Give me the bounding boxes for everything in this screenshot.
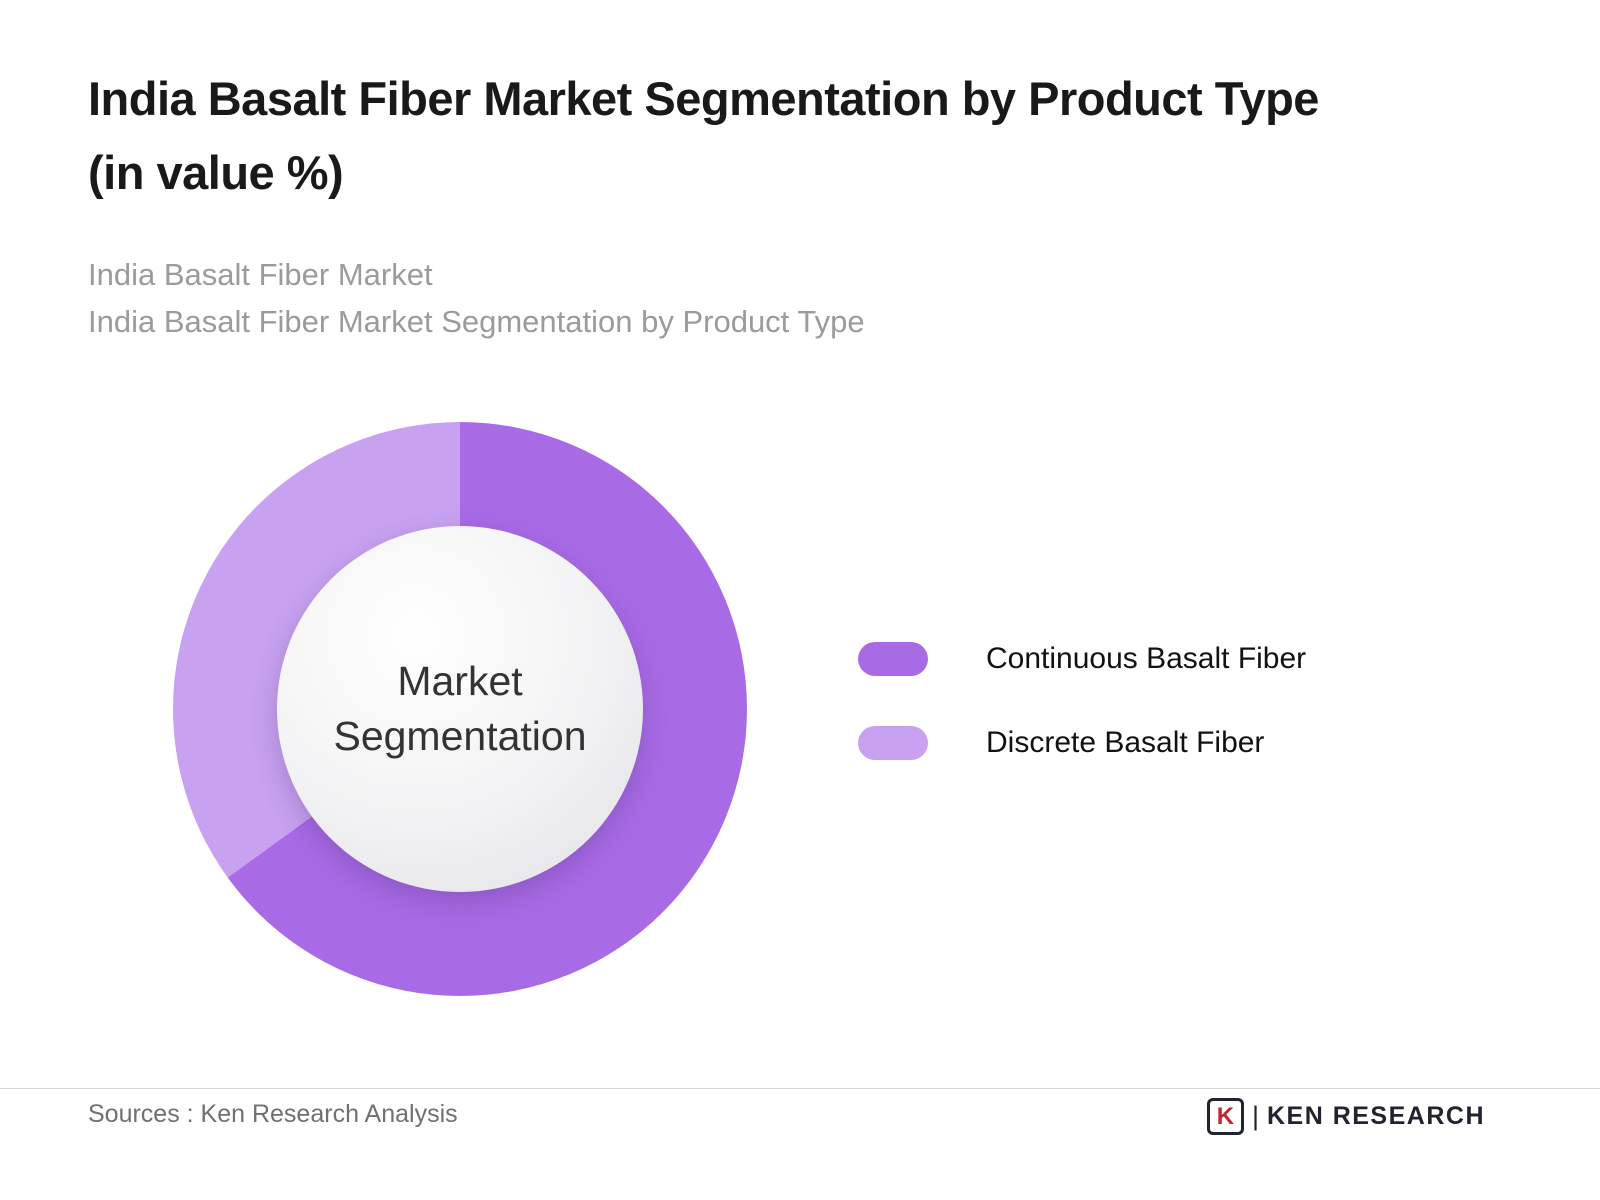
sources-text: Sources : Ken Research Analysis (88, 1100, 458, 1128)
legend-swatch-continuous (858, 642, 928, 676)
brand-separator: | (1251, 1101, 1259, 1131)
page-title: India Basalt Fiber Market Segmentation b… (88, 62, 1319, 210)
brand-text: KEN RESEARCH (1266, 1102, 1485, 1130)
page-subtitle: India Basalt Fiber Market India Basalt F… (88, 252, 865, 345)
legend-label-discrete: Discrete Basalt Fiber (986, 726, 1265, 759)
footer-divider (0, 1088, 1600, 1089)
legend-swatch-discrete (858, 726, 928, 760)
ken-research-logo-icon: K (1206, 1098, 1244, 1135)
legend-label-continuous: Continuous Basalt Fiber (986, 642, 1307, 675)
subtitle-line1: India Basalt Fiber Market (88, 257, 433, 292)
chart-legend: Continuous Basalt Fiber Discrete Basalt … (858, 642, 1306, 760)
donut-chart: Market Segmentation (173, 422, 747, 996)
page-title-line2: (in value %) (88, 145, 344, 199)
donut-center: Market Segmentation (277, 526, 643, 892)
subtitle-line2: India Basalt Fiber Market Segmentation b… (88, 303, 865, 339)
legend-item-discrete: Discrete Basalt Fiber (858, 726, 1306, 760)
donut-center-label: Market Segmentation (333, 657, 587, 759)
ken-research-brand: K | KEN RESEARCH (1206, 1098, 1485, 1135)
legend-item-continuous: Continuous Basalt Fiber (858, 642, 1306, 676)
page-title-line1: India Basalt Fiber Market Segmentation b… (88, 72, 1319, 125)
